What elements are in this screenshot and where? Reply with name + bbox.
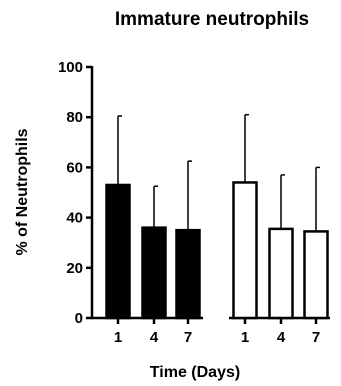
x-tick-label: 7 bbox=[312, 329, 320, 346]
y-tick-label: 0 bbox=[75, 310, 83, 327]
bar bbox=[232, 181, 258, 320]
bar bbox=[175, 228, 201, 320]
bar bbox=[105, 183, 131, 320]
x-axis-label: Time (Days) bbox=[150, 364, 240, 381]
y-tick-label: 80 bbox=[66, 109, 83, 126]
y-tick-label: 40 bbox=[66, 210, 83, 227]
x-tick-label: 4 bbox=[277, 329, 286, 346]
x-tick-label: 4 bbox=[150, 329, 159, 346]
bars-group bbox=[105, 113, 329, 320]
x-tick-label: 7 bbox=[184, 329, 192, 346]
x-tick-label: 1 bbox=[241, 329, 249, 346]
bar bbox=[303, 230, 329, 320]
bar bbox=[268, 227, 294, 320]
x-axis: 1 4 7 1 4 7 bbox=[90, 316, 330, 346]
bar bbox=[141, 226, 167, 320]
y-axis-label: % of Neutrophils bbox=[14, 128, 31, 255]
y-tick-label: 100 bbox=[58, 59, 83, 76]
y-tick-label: 60 bbox=[66, 159, 83, 176]
chart-title: Immature neutrophils bbox=[115, 9, 309, 30]
x-tick-label: 1 bbox=[114, 329, 122, 346]
y-tick-label: 20 bbox=[66, 260, 83, 277]
y-axis: 0 20 40 60 80 100 bbox=[58, 59, 94, 327]
